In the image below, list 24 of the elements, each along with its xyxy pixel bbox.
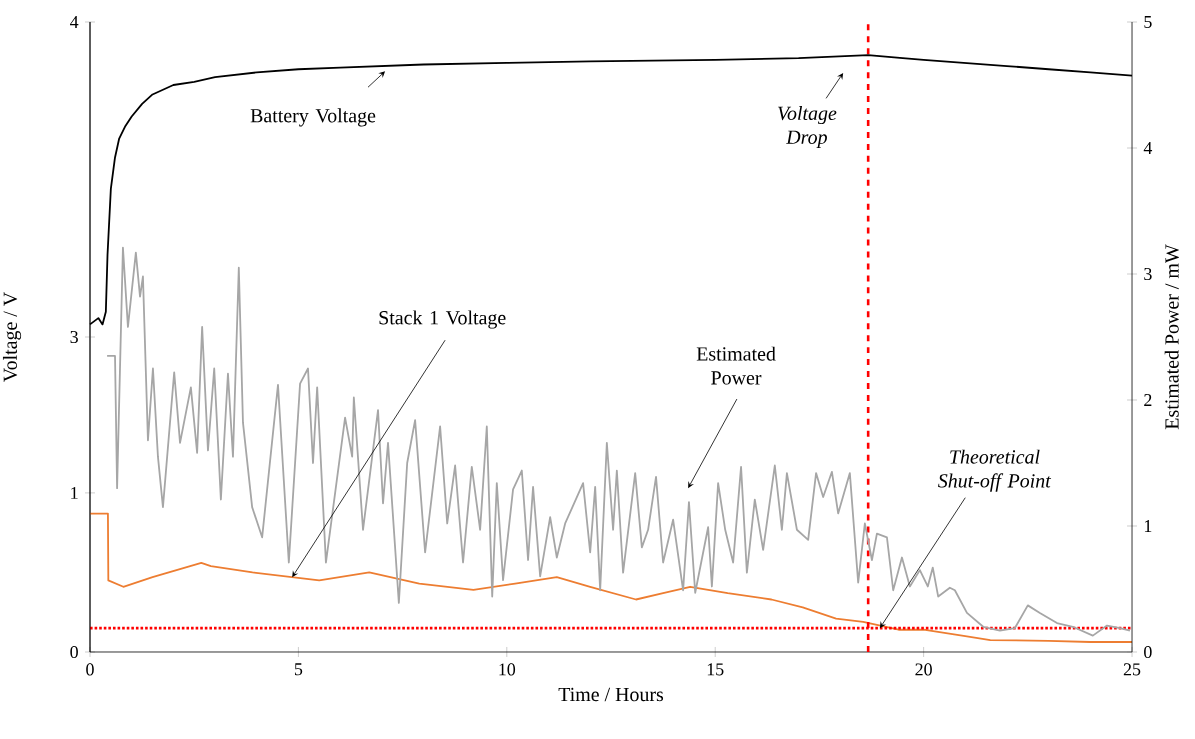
y2-tick-label: 0 bbox=[1144, 645, 1152, 659]
annotation: Stack 1 Voltage bbox=[379, 310, 506, 329]
line-series bbox=[106, 246, 1131, 637]
y2-tick-label: 3 bbox=[1144, 267, 1152, 281]
x-tick-label: 25 bbox=[1123, 663, 1141, 676]
line-series bbox=[89, 512, 1133, 643]
x-tick-label: 20 bbox=[915, 663, 932, 676]
annotation: Voltage Drop bbox=[778, 105, 837, 148]
y2-tick-label: 2 bbox=[1144, 394, 1152, 406]
y-axis-title: Voltage / V bbox=[2, 291, 22, 382]
x-tick-label: 10 bbox=[499, 663, 516, 676]
x-axis-title: Time / Hours bbox=[558, 687, 664, 702]
y3-tick-label: 4 bbox=[70, 16, 79, 28]
x-tick-label: 15 bbox=[707, 663, 724, 676]
annotation: Theoretical Shut-off Point bbox=[938, 449, 1052, 492]
annotation: Battery Voltage bbox=[250, 108, 376, 127]
y2-tick-label: 5 bbox=[1144, 16, 1152, 28]
x-tick-label: 5 bbox=[294, 663, 303, 676]
x-tick-label: 0 bbox=[86, 663, 94, 676]
annotation: Estimated Power bbox=[696, 346, 776, 385]
y2-tick-label: 1 bbox=[1144, 520, 1152, 532]
y2-axis-title: Estimated Power / mW bbox=[1164, 244, 1179, 430]
y2-tick-label: 4 bbox=[1143, 142, 1153, 154]
y3-tick-label: 3 bbox=[70, 330, 78, 344]
